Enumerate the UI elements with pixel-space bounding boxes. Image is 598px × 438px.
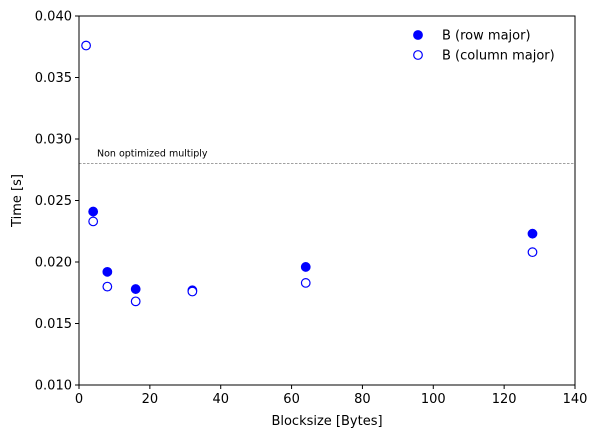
x-tick-label: 40: [212, 392, 229, 407]
x-tick-label: 0: [75, 392, 83, 407]
x-axis-label: Blocksize [Bytes]: [271, 414, 382, 429]
column-major-point: [88, 216, 99, 227]
legend: B (row major) B (column major): [413, 29, 555, 64]
row-major-point: [102, 266, 113, 277]
row-major-point: [300, 262, 311, 272]
y-tick-label: 0.035: [35, 71, 72, 86]
row-major-point: [527, 228, 538, 239]
column-major-point: [102, 281, 113, 292]
reference-line-label: Non optimized multiply: [97, 149, 208, 160]
data-points: [81, 40, 538, 307]
x-tick-label: 140: [563, 392, 588, 407]
y-tick-label: 0.025: [35, 194, 72, 209]
column-major-point: [527, 247, 538, 258]
legend-marker: [413, 30, 423, 40]
x-tick-label: 120: [492, 392, 517, 407]
column-major-point: [187, 286, 198, 297]
row-major-point: [88, 206, 99, 217]
column-major-point: [300, 278, 311, 288]
y-axis-label: Time [s]: [10, 174, 25, 228]
x-tick-label: 80: [354, 392, 371, 407]
x-tick-label: 20: [142, 392, 159, 407]
legend-label: B (column major): [442, 49, 555, 64]
y-tick-label: 0.020: [35, 256, 72, 271]
y-tick-label: 0.040: [35, 10, 72, 25]
legend-marker: [413, 50, 423, 60]
legend-label: B (row major): [442, 29, 531, 44]
x-tick-label: 100: [421, 392, 446, 407]
x-tick-label: 60: [283, 392, 300, 407]
row-major-point: [130, 284, 141, 294]
column-major-point: [130, 296, 141, 307]
x-axis: 0 20 40 60 80 100 120 140: [75, 385, 588, 407]
y-tick-label: 0.010: [35, 379, 72, 394]
y-axis: 0.010 0.015 0.020 0.025 0.030 0.035 0.040: [35, 10, 79, 394]
reference-line-group: Non optimized multiply: [79, 149, 575, 165]
y-tick-label: 0.030: [35, 133, 72, 148]
y-tick-label: 0.015: [35, 317, 72, 332]
column-major-point: [81, 40, 91, 51]
plot-frame: [78, 15, 576, 386]
